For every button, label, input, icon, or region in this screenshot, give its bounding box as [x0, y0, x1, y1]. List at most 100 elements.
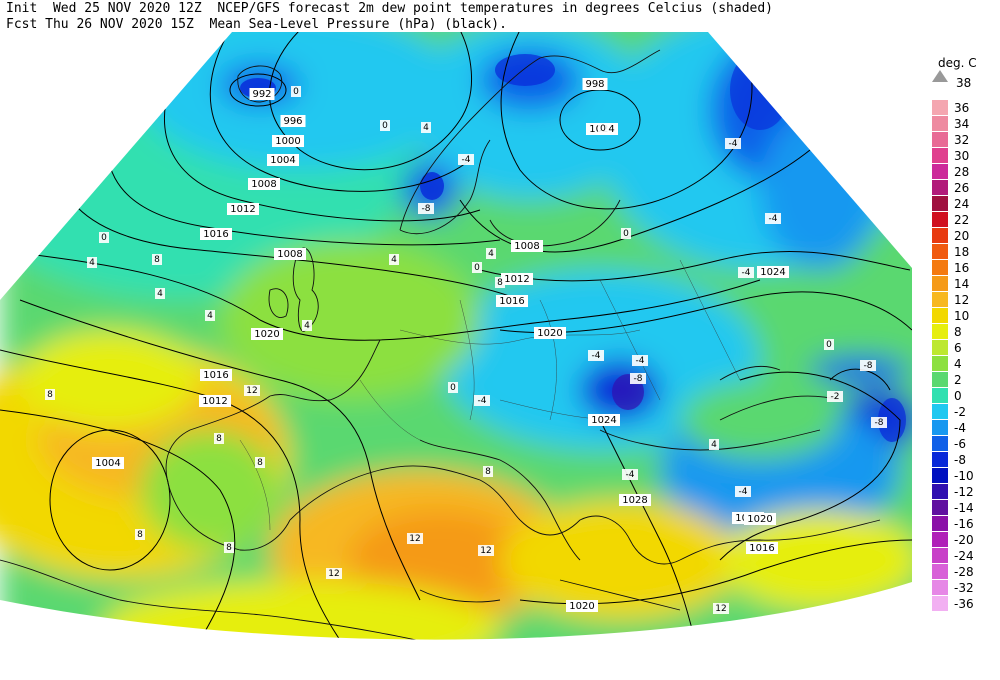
dewpoint-label: 4: [391, 255, 397, 265]
dewpoint-label: 0: [474, 263, 480, 273]
legend-item: -10: [932, 468, 998, 484]
isobar-label: 1016: [203, 370, 228, 381]
legend-label: -10: [954, 469, 974, 483]
legend-label: 20: [954, 229, 970, 243]
isobar-lines: [0, 32, 912, 640]
legend-swatch: [932, 132, 948, 147]
dewpoint-label-box: [302, 320, 312, 331]
legend-swatch: [932, 308, 948, 323]
legend-swatch: [932, 484, 948, 499]
legend-item: 34: [932, 116, 998, 132]
legend-item: 12: [932, 292, 998, 308]
legend-item: -4: [932, 420, 998, 436]
map-header: Init Wed 25 NOV 2020 12Z NCEP/GFS foreca…: [6, 1, 773, 33]
legend-label: 8: [954, 325, 962, 339]
legend-label: 4: [954, 357, 962, 371]
legend-item: -36: [932, 596, 998, 612]
dewpoint-label-box: [407, 533, 423, 544]
dewpoint-label: 12: [409, 534, 420, 544]
legend-item: 14: [932, 276, 998, 292]
dewpoint-label-box: [421, 122, 431, 133]
isobar-label: 1020: [569, 601, 594, 612]
dewpoint-label-box: [224, 542, 234, 553]
dewpoint-label: 8: [226, 543, 232, 553]
isobar-label-box: [511, 240, 543, 252]
dewpoint-label: 4: [304, 321, 310, 331]
dewpoint-label: -2: [831, 392, 840, 402]
dewpoint-label-box: [326, 568, 342, 579]
dewpoint-label: -4: [592, 351, 601, 361]
legend-swatch: [932, 356, 948, 371]
dewpoint-label: 8: [485, 467, 491, 477]
legend-item: -28: [932, 564, 998, 580]
legend-label: 12: [954, 293, 970, 307]
legend-item: 24: [932, 196, 998, 212]
legend-top-label: 38: [956, 76, 972, 90]
dewpoint-label-box: [621, 228, 631, 239]
legend-label: 2: [954, 373, 962, 387]
legend-item: -8: [932, 452, 998, 468]
isobar-label-box: [251, 328, 283, 340]
legend-label: 28: [954, 165, 970, 179]
legend-swatch: [932, 116, 948, 131]
dewpoint-label: 0: [101, 233, 107, 243]
dewpoint-label-box: [255, 457, 265, 468]
isobar-label: 1020: [254, 329, 279, 340]
isobar-label: 1012: [230, 204, 255, 215]
legend-swatch: [932, 228, 948, 243]
dewpoint-label: -4: [742, 268, 751, 278]
isobar-label: 1016: [499, 296, 524, 307]
isobar-label-box: [280, 115, 306, 127]
dewpoint-label: 8: [497, 278, 503, 288]
dewpoint-label-box: [472, 262, 482, 273]
isobar-label: 1004: [270, 155, 295, 166]
legend-item: 22: [932, 212, 998, 228]
legend-label: 30: [954, 149, 970, 163]
dewpoint-label-box: [632, 355, 648, 366]
isobar-label-box: [227, 203, 259, 215]
isobar-label-box: [757, 266, 789, 278]
isobar-label-box: [248, 178, 280, 190]
legend-label: -14: [954, 501, 974, 515]
legend-label: 26: [954, 181, 970, 195]
dewpoint-label-box: [205, 310, 215, 321]
legend-item: 28: [932, 164, 998, 180]
dewpoint-label-box: [380, 120, 390, 131]
isobar-label: 1008: [251, 179, 276, 190]
legend-item: 20: [932, 228, 998, 244]
legend-item: -12: [932, 484, 998, 500]
legend-item: 4: [932, 356, 998, 372]
isobar-label-box: [534, 327, 566, 339]
isobar-label: 1020: [537, 328, 562, 339]
country-borders: [239, 259, 741, 531]
legend-label: 10: [954, 309, 970, 323]
dewpoint-label: 4: [423, 123, 429, 133]
dewpoint-label-box: [871, 417, 887, 428]
legend-swatch: [932, 260, 948, 275]
legend-swatch: [932, 212, 948, 227]
dewpoint-label: 0: [826, 340, 832, 350]
isobar-label-box: [199, 395, 231, 407]
legend-swatch: [932, 244, 948, 259]
legend-swatch: [932, 468, 948, 483]
dewpoint-label: 8: [257, 458, 263, 468]
isobar-label-box: [582, 78, 608, 90]
legend-item: 26: [932, 180, 998, 196]
dewpoint-label-box: [155, 288, 165, 299]
isobar-label: 1016: [749, 543, 774, 554]
isobar-label-box: [566, 600, 598, 612]
dewpoint-label-box: [214, 433, 224, 444]
legend-label: -28: [954, 565, 974, 579]
legend-item: 8: [932, 324, 998, 340]
dewpoint-label-box: [291, 86, 301, 97]
legend-swatch: [932, 404, 948, 419]
isobar-label-box: [267, 154, 299, 166]
legend-label: -6: [954, 437, 966, 451]
legend-swatch: [932, 580, 948, 595]
dewpoint-label-box: [598, 123, 608, 134]
isobar-label-box: [200, 228, 232, 240]
dewpoint-label: 12: [715, 604, 726, 614]
dewpoint-label-box: [45, 389, 55, 400]
legend-item: 36: [932, 100, 998, 116]
